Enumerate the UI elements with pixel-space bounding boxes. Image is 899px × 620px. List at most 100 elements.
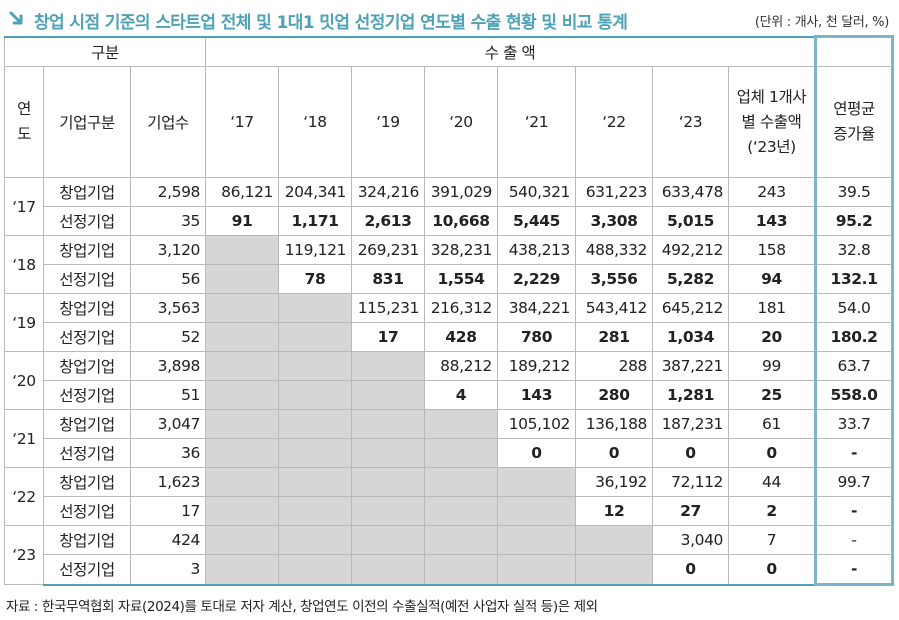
empty-cell xyxy=(205,496,279,526)
row-company-count: 3,898 xyxy=(130,351,206,381)
header-year-23: ‘23 xyxy=(652,66,729,178)
row-company-type: 선정기업 xyxy=(43,438,131,468)
empty-cell xyxy=(351,525,425,555)
unit-note: (단위 : 개사, 천 달러, %) xyxy=(754,15,889,30)
export-value-cell: 488,332 xyxy=(575,235,653,265)
empty-cell xyxy=(497,554,576,586)
export-value-cell: 543,412 xyxy=(575,293,653,323)
export-value-cell: 0 xyxy=(497,438,576,468)
export-value-cell: 17 xyxy=(351,322,425,352)
export-value-cell: 269,231 xyxy=(351,235,425,265)
empty-cell xyxy=(424,554,498,586)
cagr-cell: - xyxy=(814,438,895,468)
empty-cell xyxy=(497,525,576,555)
row-company-count: 36 xyxy=(130,438,206,468)
export-value-cell: 280 xyxy=(575,380,653,410)
empty-cell xyxy=(424,467,498,497)
row-company-type: 창업기업 xyxy=(43,235,131,265)
export-value-cell: 831 xyxy=(351,264,425,294)
empty-cell xyxy=(351,380,425,410)
per-company-cell: 0 xyxy=(727,438,817,468)
per-company-cell: 181 xyxy=(727,293,817,323)
empty-cell xyxy=(351,467,425,497)
table-row: ‘17 창업기업 2,598 86,121 204,341 324,216 391,029 5… xyxy=(4,177,895,236)
export-value-cell: 281 xyxy=(575,322,653,352)
row-company-type: 선정기업 xyxy=(43,322,131,352)
export-statistics-table: 구분 수 출 액 연도 기업구분 기업수 ‘17 ‘18 ‘19 ‘20 ‘21… xyxy=(4,35,895,586)
empty-cell xyxy=(278,322,352,352)
export-value-cell: 428 xyxy=(424,322,498,352)
empty-cell xyxy=(278,380,352,410)
empty-cell xyxy=(424,525,498,555)
table-row: 선정기업 17 12 27 2- xyxy=(5,496,895,526)
export-value-cell: 0 xyxy=(575,438,653,468)
export-value-cell: 1,554 xyxy=(424,264,498,294)
header-export: 수 출 액 xyxy=(204,35,817,67)
empty-cell xyxy=(278,525,352,555)
table-title: 창업 시점 기준의 스타트업 전체 및 1대1 밋업 선정기업 연도별 수출 현… xyxy=(34,13,628,33)
cagr-cell: 95.2 xyxy=(814,206,895,236)
empty-cell xyxy=(205,351,279,381)
export-value-cell: 328,231 xyxy=(424,235,498,265)
export-value-cell: 2,613 xyxy=(351,206,425,236)
empty-cell xyxy=(205,554,279,586)
per-company-cell: 158 xyxy=(727,235,817,265)
header-year-19: ‘19 xyxy=(351,66,425,178)
empty-cell xyxy=(351,409,425,439)
per-company-cell: 243 xyxy=(727,177,817,207)
row-year: ‘21 xyxy=(4,409,44,468)
row-company-type: 창업기업 xyxy=(43,467,131,497)
per-company-cell: 0 xyxy=(727,554,817,586)
empty-cell xyxy=(205,409,279,439)
export-value-cell: 1,171 xyxy=(278,206,352,236)
export-value-cell: 5,015 xyxy=(652,206,729,236)
export-value-cell: 5,282 xyxy=(652,264,729,294)
cagr-cell: 32.8 xyxy=(814,235,895,265)
empty-cell xyxy=(205,467,279,497)
export-value-cell: 78 xyxy=(278,264,352,294)
per-company-cell: 7 xyxy=(727,525,817,555)
empty-cell xyxy=(351,496,425,526)
export-value-cell: 3,040 xyxy=(652,525,729,555)
row-company-count: 35 xyxy=(130,206,206,236)
export-value-cell: 492,212 xyxy=(652,235,729,265)
row-company-type: 창업기업 xyxy=(43,409,131,439)
row-company-type: 선정기업 xyxy=(43,554,131,586)
empty-cell xyxy=(351,554,425,586)
header-year-20: ‘20 xyxy=(424,66,498,178)
export-value-cell: 204,341 xyxy=(278,177,352,207)
header-year-18: ‘18 xyxy=(278,66,352,178)
empty-cell xyxy=(278,438,352,468)
per-company-cell: 2 xyxy=(727,496,817,526)
header-company-type: 기업구분 xyxy=(43,66,131,178)
header-group: 구분 xyxy=(4,35,206,67)
row-company-count: 2,598 xyxy=(130,177,206,207)
table-row: 선정기업 3 0 0- xyxy=(5,554,895,586)
row-company-type: 선정기업 xyxy=(43,264,131,294)
export-value-cell: 72,112 xyxy=(652,467,729,497)
per-company-cell: 94 xyxy=(727,264,817,294)
per-company-cell: 99 xyxy=(727,351,817,381)
row-company-count: 1,623 xyxy=(130,467,206,497)
empty-cell xyxy=(424,496,498,526)
cagr-cell: 132.1 xyxy=(814,264,895,294)
per-company-cell: 25 xyxy=(727,380,817,410)
export-value-cell: 0 xyxy=(652,554,729,586)
row-year: ‘20 xyxy=(4,351,44,410)
export-value-cell: 10,668 xyxy=(424,206,498,236)
export-value-cell: 27 xyxy=(652,496,729,526)
row-year: ‘19 xyxy=(4,293,44,352)
per-company-cell: 44 xyxy=(727,467,817,497)
row-company-count: 56 xyxy=(130,264,206,294)
empty-cell xyxy=(424,409,498,439)
export-value-cell: 0 xyxy=(652,438,729,468)
table-row: ‘18 창업기업 3,120 119,121 269,231 328,231 438,213… xyxy=(4,235,895,294)
cagr-cell: 39.5 xyxy=(814,177,895,207)
export-value-cell: 86,121 xyxy=(205,177,279,207)
export-value-cell: 384,221 xyxy=(497,293,576,323)
cagr-cell: - xyxy=(814,525,895,555)
empty-cell xyxy=(351,351,425,381)
empty-cell xyxy=(205,293,279,323)
header-year: 연도 xyxy=(4,66,44,178)
row-company-count: 424 xyxy=(130,525,206,555)
